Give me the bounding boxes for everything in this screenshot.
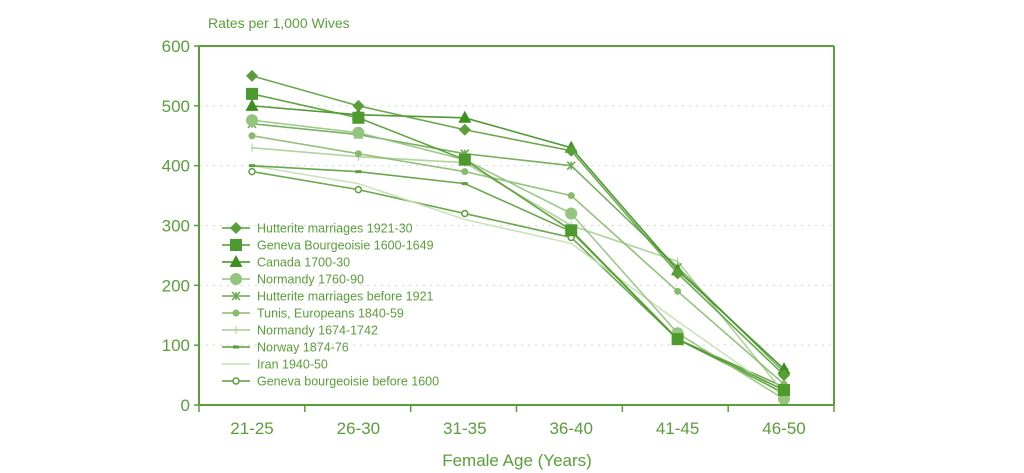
legend-item: Hutterite marriages before 1921 <box>222 290 434 304</box>
data-point <box>246 87 258 100</box>
x-tick-label: 21-25 <box>230 419 273 438</box>
legend-marker <box>230 222 242 234</box>
legend-item: Geneva bourgeoisie before 1600 <box>222 375 439 389</box>
data-point <box>674 287 682 295</box>
legend-marker <box>232 377 240 385</box>
legend-marker <box>231 291 241 301</box>
y-tick-label: 400 <box>162 157 190 176</box>
legend-marker <box>230 239 242 251</box>
data-point <box>458 153 471 166</box>
x-tick-label: 46-50 <box>762 419 805 438</box>
legend-item: Canada 1700-30 <box>222 255 350 270</box>
data-point <box>352 111 365 124</box>
legend-label: Geneva Bourgeoisie 1600-1649 <box>257 239 434 253</box>
y-axis-label: Rates per 1,000 Wives <box>208 15 350 31</box>
data-point <box>565 144 578 157</box>
series-geneva-bourgeoisie-1600-1649 <box>246 87 790 397</box>
legend-label: Normandy 1760-90 <box>257 273 364 287</box>
legend-label: Hutterite marriages 1921-30 <box>257 222 413 236</box>
x-tick-label: 41-45 <box>656 419 699 438</box>
series-line <box>251 134 785 385</box>
y-tick-label: 300 <box>162 217 190 236</box>
data-point <box>246 69 258 82</box>
legend-item: Iran 1940-50 <box>222 358 328 372</box>
series-hutterite-marriages-1921-30 <box>246 69 790 382</box>
data-point <box>566 161 576 171</box>
legend-marker <box>229 255 243 267</box>
x-tick-label: 26-30 <box>337 419 380 438</box>
legend-marker <box>232 309 240 317</box>
data-point <box>778 384 790 397</box>
legend-item: Hutterite marriages 1921-30 <box>222 222 413 236</box>
data-point <box>458 123 471 136</box>
data-point <box>565 224 578 237</box>
data-point <box>354 150 362 158</box>
series-normandy-1674-1742 <box>251 143 785 398</box>
y-tick-label: 500 <box>162 97 190 116</box>
data-point <box>246 114 258 127</box>
data-point <box>245 98 259 111</box>
x-tick-label: 36-40 <box>549 419 592 438</box>
y-tick-label: 600 <box>162 37 190 56</box>
data-point <box>352 99 365 112</box>
series-line <box>251 75 785 376</box>
data-point <box>248 167 256 176</box>
series-line <box>251 119 785 400</box>
data-point <box>671 333 684 346</box>
legend-item: Normandy 1674-1742 <box>222 324 378 338</box>
legend: Hutterite marriages 1921-30 Geneva Bourge… <box>222 222 439 389</box>
series-line <box>251 93 785 391</box>
data-point <box>567 192 575 200</box>
data-point <box>461 182 468 186</box>
legend-item: Tunis, Europeans 1840-59 <box>222 307 404 321</box>
y-tick-label: 200 <box>162 276 190 295</box>
data-point <box>354 185 363 194</box>
series-normandy-1760-90 <box>246 114 790 406</box>
legend-marker <box>233 345 239 349</box>
data-point <box>249 164 255 168</box>
legend-label: Geneva bourgeoisie before 1600 <box>257 375 439 389</box>
y-tick-label: 0 <box>181 396 190 415</box>
legend-label: Normandy 1674-1742 <box>257 324 378 338</box>
legend-item: Norway 1874-76 <box>222 341 349 355</box>
data-point <box>565 207 578 220</box>
data-point <box>461 168 469 176</box>
series-layer <box>245 69 791 406</box>
y-tick-label: 100 <box>162 336 190 355</box>
legend-label: Iran 1940-50 <box>257 358 328 372</box>
legend-label: Norway 1874-76 <box>257 341 349 355</box>
legend-label: Canada 1700-30 <box>257 256 350 270</box>
data-point <box>671 267 684 280</box>
series-iran-1940-50 <box>251 164 785 397</box>
series-line <box>251 122 785 373</box>
legend-label: Hutterite marriages before 1921 <box>257 290 434 304</box>
x-tick-label: 31-35 <box>443 419 486 438</box>
data-point <box>458 110 472 123</box>
legend-marker <box>230 273 242 285</box>
tick-labels: 0 100 200 300 400 500 600 21-25 26-30 31-35 36-40 4… <box>162 37 835 438</box>
x-axis-label: Female Age (Years) <box>442 451 592 470</box>
data-point <box>355 170 362 174</box>
data-point <box>248 132 256 140</box>
legend-item: Geneva Bourgeoisie 1600-1649 <box>222 239 434 253</box>
data-point <box>461 209 469 218</box>
series-line <box>251 164 785 397</box>
data-point <box>778 369 790 382</box>
legend-item: Normandy 1760-90 <box>222 273 364 287</box>
data-point <box>352 126 365 139</box>
legend-label: Tunis, Europeans 1840-59 <box>257 307 404 321</box>
